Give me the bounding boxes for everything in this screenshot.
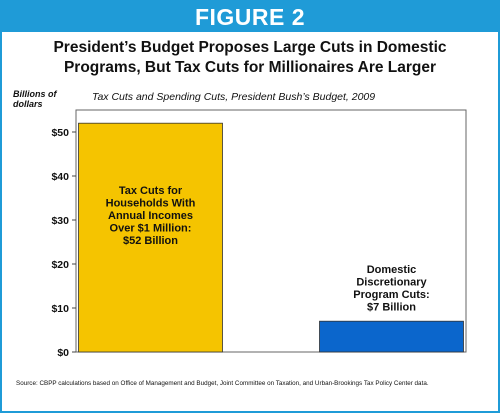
y-tick-label: $40 (51, 171, 69, 183)
y-tick-label: $10 (51, 303, 69, 315)
bar-chart-svg: $0 $10 $20 $30 $40 $50 Tax Cuts forHouseholds … (51, 109, 467, 359)
bar-domestic-cuts (319, 320, 464, 353)
figure-banner: FIGURE 2 (2, 2, 498, 32)
source-note: Source: CBPP calculations based on Offic… (16, 380, 429, 387)
bar-tax-cuts (78, 122, 223, 353)
bar-label-line: Annual Incomes (108, 210, 193, 222)
y-tick-label: $30 (51, 215, 69, 227)
y-axis-label: Billions of dollars (13, 89, 57, 109)
headline-line-2: Programs, But Tax Cuts for Millionaires … (63, 59, 437, 76)
y-tick-label: $20 (51, 259, 69, 271)
chart-subtitle: Tax Cuts and Spending Cuts, President Bu… (92, 91, 376, 103)
headline-line-1: President’s Budget Proposes Large Cuts i… (53, 39, 447, 56)
y-tick-label: $50 (51, 127, 69, 139)
bar-label-line: Tax Cuts for (119, 185, 183, 197)
bar-label-line: Over $1 Million: (110, 223, 192, 235)
plot-area (75, 109, 467, 353)
bar-label-line: Discretionary (356, 277, 427, 289)
bar-label-line: Domestic (367, 264, 417, 276)
y-tick-label: $0 (57, 347, 69, 359)
bar-label-line: $7 Billion (367, 302, 416, 314)
bar-label-line: Program Cuts: (353, 289, 429, 301)
bar-chart: $0 $10 $20 $30 $40 $50 Tax Cuts for Households … (2, 2, 498, 411)
bar-label-line: Households With (106, 198, 196, 210)
bar-label-line: $52 Billion (123, 235, 178, 247)
figure-headline: President’s Budget Proposes Large Cuts i… (2, 38, 498, 78)
